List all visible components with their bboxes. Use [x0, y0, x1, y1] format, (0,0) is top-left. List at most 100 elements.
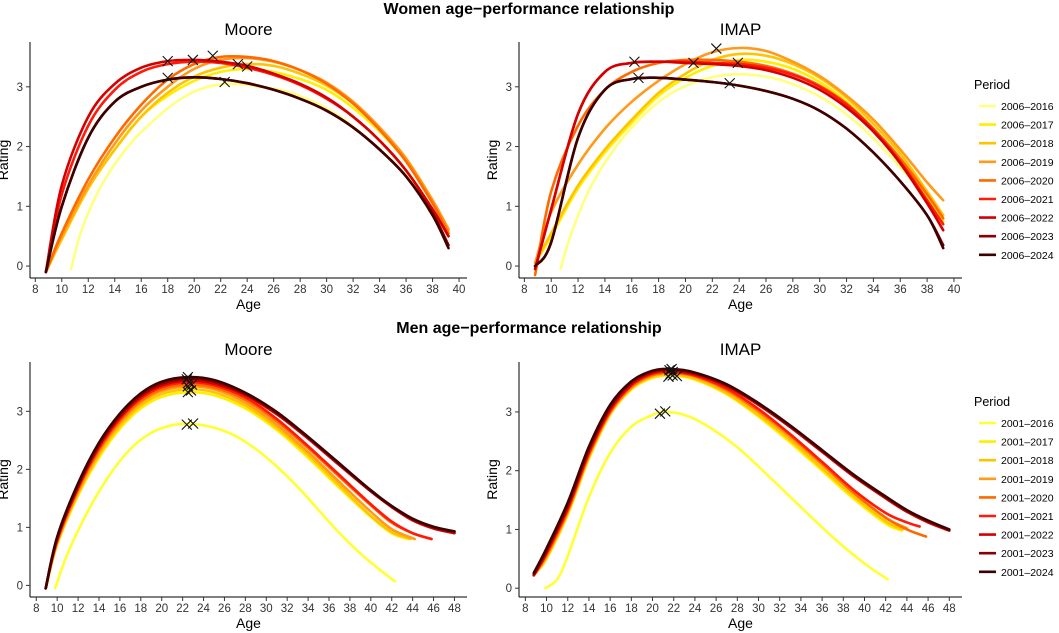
- women-imap-x-tick-label: 26: [760, 284, 773, 296]
- women-moore-x-tick-label: 40: [453, 284, 466, 296]
- men-imap-x-tick-label: 34: [795, 603, 808, 615]
- women-imap-peak-marker: [732, 57, 744, 69]
- men-imap-x-tick-label: 26: [710, 603, 723, 615]
- men-moore-x-tick-label: 26: [218, 603, 231, 615]
- men-moore-x-tick-label: 16: [114, 603, 127, 615]
- men-moore-x-tick-label: 24: [197, 603, 210, 615]
- women-imap-x-tick-label: 36: [894, 284, 907, 296]
- men-moore-series-line-2001–2016: [53, 422, 397, 590]
- men-imap-x-tick-label: 8: [522, 603, 528, 615]
- men-moore-x-tick-label: 44: [406, 603, 419, 615]
- women-imap-peak-marker: [629, 56, 640, 68]
- women-moore-x-tick-label: 20: [188, 284, 201, 296]
- women-imap-series-line-2006–2024: [533, 76, 945, 268]
- men-imap-x-tick-label: 18: [625, 603, 638, 615]
- men-imap-x-tick-label: 20: [646, 603, 659, 615]
- women-legend: Period 2006–2016 2006–2017 2006–2018 2006–2…: [974, 78, 1054, 262]
- men-imap-x-tick-label: 30: [752, 603, 765, 615]
- men-legend-label: 2001–2020: [1001, 492, 1054, 504]
- men-imap-x-tick-label: 44: [900, 603, 913, 615]
- men-imap-x-tick-label: 36: [816, 603, 829, 615]
- men-legend-label: 2001–2018: [1001, 455, 1054, 467]
- women-legend-label: 2006–2016: [1001, 101, 1054, 113]
- women-moore-series-line-2006–2023: [44, 75, 450, 274]
- men-moore-x-tick-label: 40: [364, 603, 377, 615]
- men-imap-series-line-2001–2017: [532, 374, 903, 577]
- women-imap-x-axis-label: Age: [728, 296, 753, 312]
- women-legend-label: 2006–2024: [1001, 250, 1054, 262]
- men-moore-peak-marker: [187, 418, 199, 429]
- men-moore-y-tick-label: 2: [17, 464, 23, 476]
- women-moore-series-line-2006–2018: [44, 62, 450, 274]
- women-imap-series-line-2006–2022: [533, 60, 945, 271]
- men-legend-label: 2001–2024: [1001, 567, 1054, 579]
- women-imap-series-line-2006–2018: [533, 52, 945, 265]
- men-imap-y-tick-label: 1: [506, 524, 512, 536]
- women-legend-label: 2006–2019: [1001, 157, 1054, 169]
- women-moore-x-tick-label: 32: [347, 284, 360, 296]
- women-imap-y-tick-label: 1: [506, 201, 512, 213]
- women-imap-y-tick-label: 2: [506, 142, 512, 154]
- women-moore-x-tick-label: 34: [373, 284, 386, 296]
- women-moore-x-tick-label: 30: [320, 284, 333, 296]
- men-moore-y-tick-label: 3: [17, 406, 23, 418]
- women-moore-y-tick-label: 1: [17, 201, 23, 213]
- women-moore-series-line-2006–2020: [44, 54, 450, 274]
- men-moore-x-tick-label: 34: [302, 603, 315, 615]
- women-moore-series-line-2006–2016: [69, 82, 450, 271]
- women-imap-x-tick-label: 20: [679, 284, 692, 296]
- women-moore-x-tick-label: 18: [161, 284, 174, 296]
- men-moore-peak-marker: [181, 374, 193, 385]
- men-section-title: Men age−performance relationship: [396, 320, 662, 337]
- men-moore-y-tick-label: 1: [17, 522, 23, 534]
- men-moore-x-tick-label: 42: [385, 603, 398, 615]
- men-moore-y-tick-label: 0: [17, 580, 23, 592]
- men-moore-x-tick-label: 14: [93, 603, 106, 615]
- women-moore-peak-marker: [162, 55, 174, 67]
- men-imap-series-line-2001–2024: [532, 367, 951, 575]
- men-moore-series-line-2001–2024: [44, 375, 456, 590]
- men-legend-label: 2001–2022: [1001, 530, 1054, 542]
- men-imap-y-tick-label: 2: [506, 466, 512, 478]
- men-legend-label: 2001–2021: [1001, 511, 1054, 523]
- women-moore-x-tick-label: 38: [426, 284, 439, 296]
- men-legend-label: 2001–2023: [1001, 548, 1054, 560]
- women-imap-x-tick-label: 10: [545, 284, 558, 296]
- women-imap-y-tick-label: 3: [506, 82, 512, 94]
- men-legend-label: 2001–2017: [1001, 437, 1054, 449]
- women-imap-series-line-2006–2020: [533, 58, 945, 277]
- men-moore-series-group: [44, 375, 456, 590]
- men-imap-x-tick-label: 40: [858, 603, 871, 615]
- women-imap-x-tick-label: 30: [813, 284, 826, 296]
- men-moore-x-tick-label: 22: [176, 603, 189, 615]
- women-moore-x-tick-label: 36: [400, 284, 413, 296]
- men-imap-panel-title: IMAP: [720, 340, 762, 359]
- women-moore-x-tick-label: 10: [55, 284, 68, 296]
- women-moore-y-axis-label: Rating: [0, 140, 11, 180]
- men-moore-x-tick-label: 38: [344, 603, 357, 615]
- men-imap-peak-marker: [654, 408, 666, 420]
- women-moore-x-axis-label: Age: [236, 296, 261, 312]
- women-legend-label: 2006–2018: [1001, 138, 1054, 150]
- men-moore-x-tick-label: 48: [448, 603, 461, 615]
- men-moore-peak-marker: [182, 371, 194, 383]
- women-imap-peak-marker: [724, 77, 736, 89]
- women-moore-x-tick-label: 22: [214, 284, 227, 296]
- women-imap-peak-marker: [710, 43, 722, 54]
- women-legend-title: Period: [974, 78, 1010, 92]
- women-imap-x-tick-label: 24: [733, 284, 746, 296]
- men-legend: Period 2001–2016 2001–2017 2001–2018 2001–2…: [974, 395, 1054, 579]
- women-imap-peak-marker: [688, 57, 699, 69]
- women-moore-series-line-2006–2024: [44, 75, 450, 274]
- men-imap-x-tick-label: 28: [731, 603, 744, 615]
- men-imap-y-tick-label: 3: [506, 407, 512, 419]
- women-moore-x-tick-label: 8: [32, 284, 38, 296]
- women-imap-y-tick-label: 0: [506, 261, 512, 273]
- women-moore-x-tick-label: 16: [135, 284, 148, 296]
- women-moore-panel-title: Moore: [224, 20, 272, 39]
- men-imap-x-tick-label: 48: [943, 603, 956, 615]
- men-imap-peak-marker: [667, 366, 679, 378]
- women-imap-x-tick-label: 40: [948, 284, 961, 296]
